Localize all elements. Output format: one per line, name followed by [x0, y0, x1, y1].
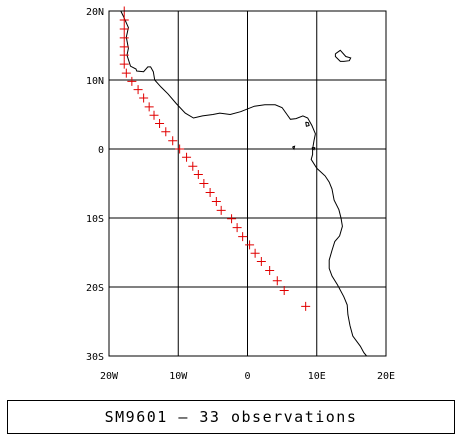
lat-lon-grid — [108, 10, 387, 357]
observation-marker — [119, 50, 129, 60]
y-tick-label: 20S — [86, 283, 104, 294]
observation-marker — [256, 256, 266, 266]
coastline — [120, 10, 367, 357]
observation-marker — [272, 276, 282, 286]
observation-marker — [119, 42, 129, 52]
observation-marker — [301, 301, 311, 311]
island-outline — [292, 145, 296, 151]
observation-marker — [188, 161, 198, 171]
observation-marker — [144, 102, 154, 112]
island-outline — [311, 147, 316, 151]
y-tick-label: 30S — [86, 352, 104, 363]
observation-marker — [119, 24, 129, 34]
africa-coastline — [120, 10, 367, 357]
observation-marker — [119, 15, 129, 25]
observation-marker — [227, 214, 237, 224]
observation-marker — [182, 152, 192, 162]
caption-text: SM9601 – 33 observations — [104, 408, 358, 426]
observation-marker — [119, 33, 129, 43]
observation-marker — [155, 118, 165, 128]
observation-marker — [232, 223, 242, 233]
observation-marker — [205, 187, 215, 197]
observation-marker — [133, 85, 143, 95]
observation-marker — [193, 170, 203, 180]
observation-marker — [127, 76, 137, 86]
y-tick-label: 20N — [86, 7, 104, 18]
observation-marker — [149, 110, 159, 120]
x-tick-label: 0 — [244, 371, 250, 382]
observation-marker — [139, 93, 149, 103]
map-frame — [108, 10, 387, 357]
x-tick-label: 20E — [377, 371, 395, 382]
observation-marker — [245, 240, 255, 250]
y-tick-label: 0 — [98, 145, 104, 156]
island-outline — [334, 49, 352, 62]
observation-marker — [175, 144, 185, 154]
x-tick-label: 10W — [169, 371, 188, 382]
observation-marker — [199, 179, 209, 188]
y-tick-label: 10S — [86, 214, 104, 225]
observation-marker — [250, 248, 260, 258]
x-tick-label: 20W — [100, 371, 119, 382]
y-tick-labels: 20N 10N 0 10S 20S 30S — [86, 7, 104, 363]
observation-marker — [119, 59, 129, 69]
track-map: 20W 10W 0 10E 20E 20N 10N 0 10S 20S 30S — [86, 6, 395, 382]
y-tick-label: 10N — [86, 76, 104, 87]
observation-marker — [265, 265, 275, 275]
observation-marker — [238, 232, 248, 242]
observation-marker — [211, 196, 221, 206]
x-tick-labels: 20W 10W 0 10E 20E — [100, 371, 395, 382]
observation-marker — [168, 136, 178, 146]
island-outline — [305, 121, 310, 127]
x-tick-label: 10E — [308, 371, 326, 382]
observation-marker — [161, 127, 171, 137]
observation-marker — [121, 68, 131, 78]
observation-markers — [119, 6, 311, 311]
observation-marker — [279, 285, 289, 295]
caption-box: SM9601 – 33 observations — [7, 400, 455, 434]
observation-marker — [216, 205, 226, 215]
